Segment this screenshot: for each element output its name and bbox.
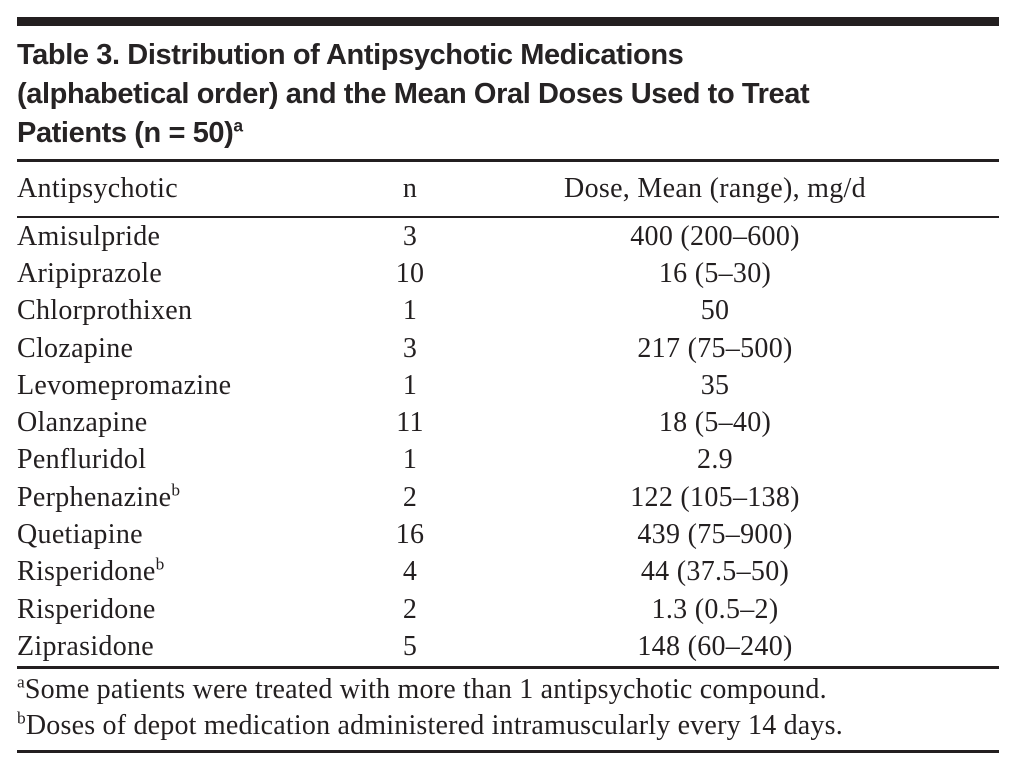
dose-cell: 2.9 — [697, 444, 733, 476]
table-row: Quetiapine 16 439 (75–900) — [17, 516, 999, 553]
n-cell: 1 — [402, 295, 418, 327]
n-cell: 11 — [396, 407, 424, 439]
table-row: Risperidone 2 1.3 (0.5–2) — [17, 591, 999, 628]
table-row: Olanzapine 11 18 (5–40) — [17, 404, 999, 441]
header-antipsychotic: Antipsychotic — [17, 173, 178, 204]
footnote-a: aSome patients were treated with more th… — [17, 672, 827, 705]
drug-name-cell: Levomepromazine — [17, 369, 232, 401]
n-cell: 10 — [395, 257, 425, 289]
n-cell: 3 — [402, 332, 418, 364]
table-header-row: Antipsychotic n Dose, Mean (range), mg/d — [17, 162, 999, 216]
drug-name-cell: Penfluridol — [17, 444, 147, 476]
drug-name-cell: Quetiapine — [17, 519, 143, 551]
n-cell: 3 — [402, 220, 418, 252]
drug-name-cell: Clozapine — [17, 332, 134, 364]
dose-cell: 44 (37.5–50) — [640, 556, 790, 588]
drug-name-cell: Amisulpride — [17, 220, 161, 252]
dose-cell: 122 (105–138) — [630, 481, 800, 513]
drug-name-cell: Aripiprazole — [17, 257, 163, 289]
header-n: n — [402, 173, 418, 204]
table-title-line-1: Table 3. Distribution of Antipsychotic M… — [17, 39, 684, 71]
drug-name-cell: Perphenazineb — [17, 480, 181, 513]
table-body: Amisulpride 3 400 (200–600) Aripiprazole… — [17, 218, 999, 666]
table-title-line-2: (alphabetical order) and the Mean Oral D… — [17, 78, 810, 110]
footnote-b: bDoses of depot medication administered … — [17, 708, 843, 742]
dose-cell: 439 (75–900) — [637, 519, 793, 551]
dose-cell: 35 — [700, 369, 730, 401]
table-row: Amisulpride 3 400 (200–600) — [17, 218, 999, 255]
n-cell: 2 — [402, 593, 418, 625]
drug-name-cell: Risperidone — [17, 593, 156, 625]
drug-name-cell: Ziprasidone — [17, 630, 155, 662]
drug-name-cell: Olanzapine — [17, 407, 148, 439]
table-row: Levomepromazine 1 35 — [17, 367, 999, 404]
table-row: Perphenazineb 2 122 (105–138) — [17, 479, 999, 516]
table-row: Penfluridol 1 2.9 — [17, 442, 999, 479]
bottom-rule — [17, 749, 999, 753]
table-row: Chlorprothixen 1 50 — [17, 293, 999, 330]
footnote-marker: b — [155, 554, 165, 574]
dose-cell: 18 (5–40) — [658, 407, 772, 439]
table-title-line-3: Patients (n = 50)a — [17, 115, 243, 149]
rule-below-body — [17, 665, 999, 669]
n-cell: 1 — [402, 369, 418, 401]
dose-cell: 217 (75–500) — [637, 332, 793, 364]
footnote-marker: b — [171, 480, 181, 500]
table-row: Clozapine 3 217 (75–500) — [17, 330, 999, 367]
n-cell: 5 — [402, 630, 418, 662]
n-cell: 2 — [402, 481, 418, 513]
dose-cell: 148 (60–240) — [637, 630, 793, 662]
footnote-a-marker: a — [17, 672, 25, 692]
table-row: Ziprasidone 5 148 (60–240) — [17, 628, 999, 665]
title-footnote-marker: a — [233, 115, 243, 136]
dose-cell: 50 — [700, 295, 730, 327]
n-cell: 1 — [402, 444, 418, 476]
top-accent-bar — [17, 17, 999, 26]
footnotes: aSome patients were treated with more th… — [17, 669, 999, 750]
n-cell: 4 — [402, 556, 418, 588]
n-cell: 16 — [395, 519, 425, 551]
drug-name-cell: Chlorprothixen — [17, 295, 193, 327]
rule-below-header — [17, 216, 999, 218]
dose-cell: 16 (5–30) — [658, 257, 772, 289]
dose-cell: 400 (200–600) — [630, 220, 800, 252]
table-title: Table 3. Distribution of Antipsychotic M… — [17, 36, 999, 153]
rule-above-header — [17, 159, 999, 162]
footnote-b-marker: b — [17, 708, 26, 728]
drug-name-cell: Risperidoneb — [17, 554, 165, 588]
table-row: Aripiprazole 10 16 (5–30) — [17, 255, 999, 292]
table-row: Risperidoneb 4 44 (37.5–50) — [17, 554, 999, 591]
header-dose: Dose, Mean (range), mg/d — [564, 173, 866, 204]
dose-cell: 1.3 (0.5–2) — [651, 593, 779, 625]
